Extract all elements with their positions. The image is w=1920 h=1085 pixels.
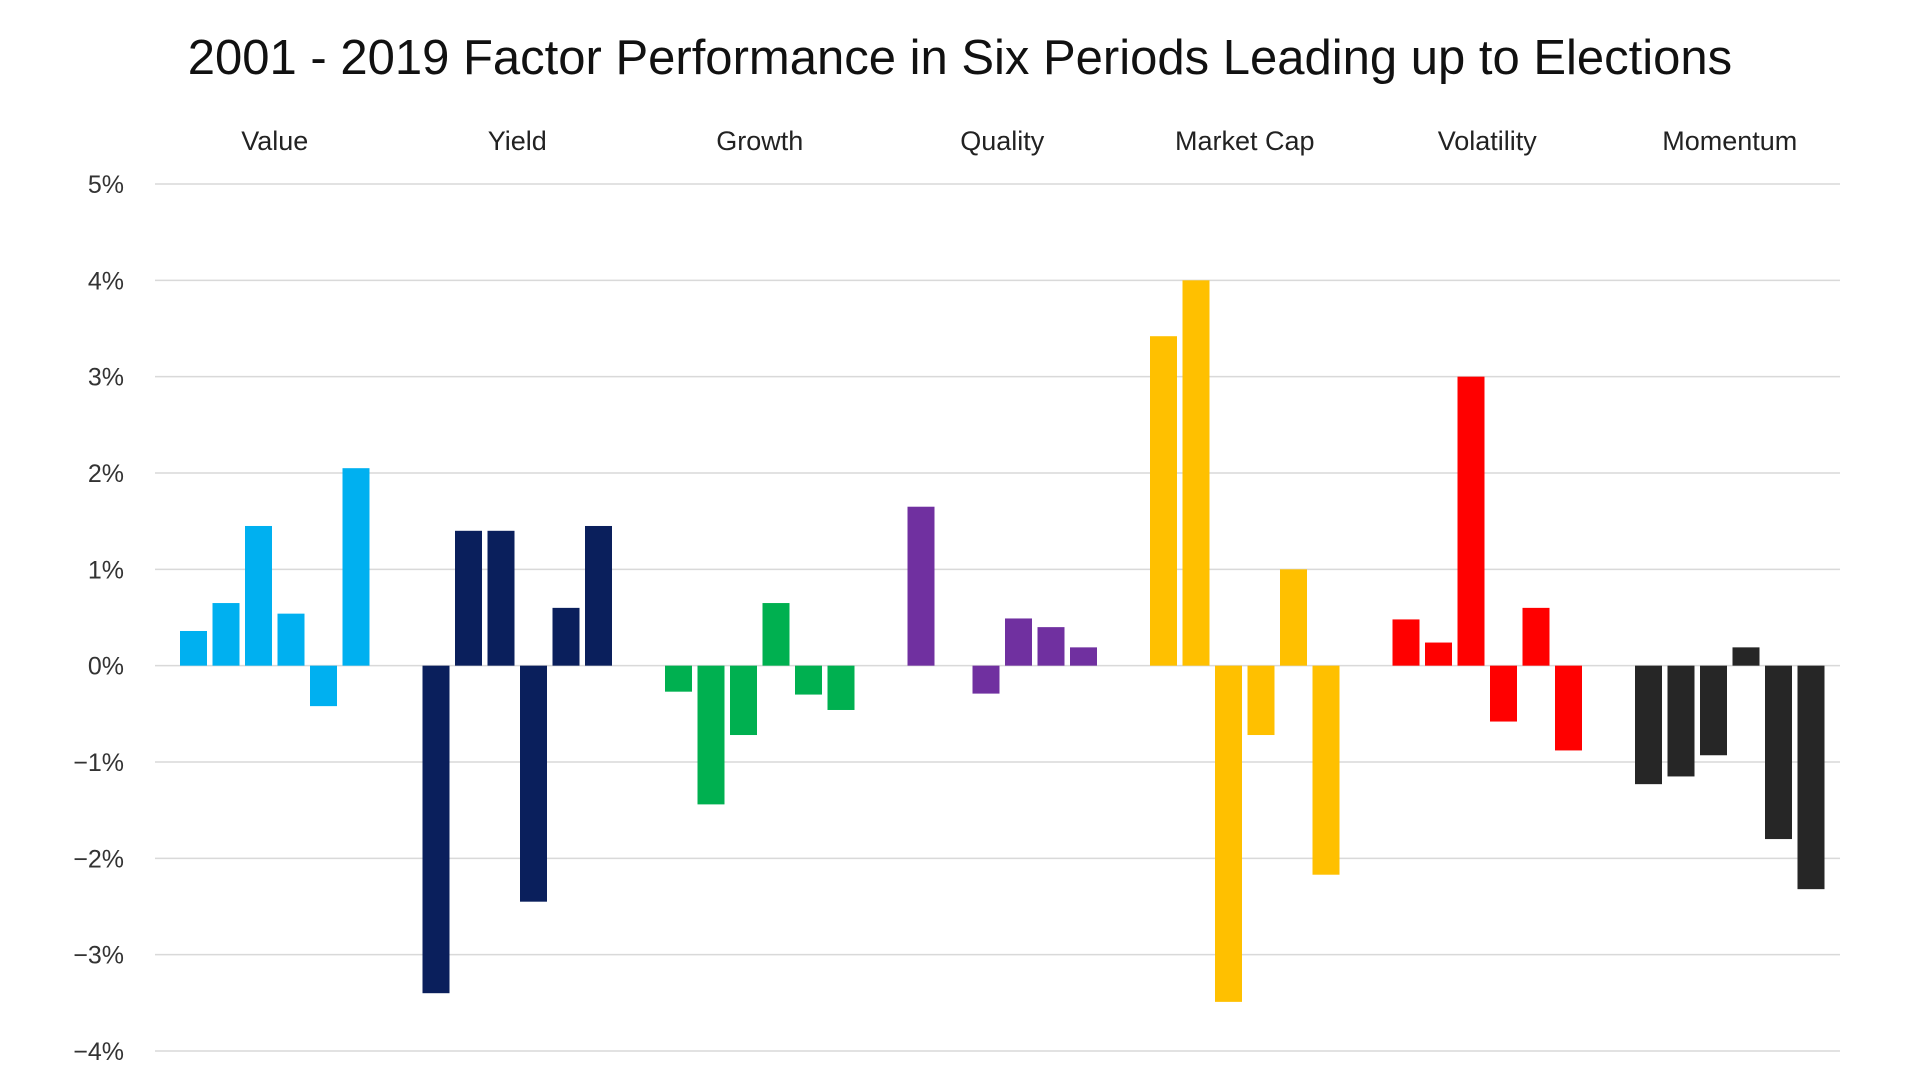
bar-yield-1 — [422, 665, 450, 994]
bar-yield-6 — [585, 525, 612, 666]
group-label: Yield — [488, 126, 547, 156]
bar-momentum-5 — [1765, 665, 1792, 840]
bar-market-cap-3 — [1215, 665, 1242, 1002]
bar-value-4 — [277, 613, 305, 666]
bar-yield-3 — [487, 530, 515, 666]
y-tick-label: 0% — [88, 653, 124, 681]
bar-momentum-1 — [1635, 665, 1662, 785]
y-tick-label: 5% — [88, 171, 124, 199]
bar-market-cap-1 — [1150, 336, 1177, 666]
bar-market-cap-2 — [1182, 280, 1210, 666]
y-tick-label: 2% — [88, 460, 124, 488]
bar-volatility-3 — [1457, 376, 1485, 666]
bar-value-2 — [212, 603, 240, 666]
bar-growth-3 — [730, 665, 757, 736]
bar-volatility-5 — [1522, 607, 1550, 666]
bar-momentum-6 — [1797, 665, 1825, 890]
bar-growth-1 — [665, 665, 692, 692]
bar-growth-4 — [762, 603, 790, 666]
bar-value-3 — [245, 525, 272, 666]
bar-volatility-4 — [1490, 665, 1517, 722]
bar-growth-5 — [795, 665, 822, 695]
y-tick-label: 1% — [88, 556, 124, 584]
group-label: Value — [241, 126, 308, 156]
group-label: Momentum — [1662, 126, 1797, 156]
y-tick-label: 4% — [88, 267, 124, 295]
bar-growth-6 — [827, 665, 855, 710]
bar-quality-6 — [1070, 647, 1097, 666]
group-label: Volatility — [1438, 126, 1538, 156]
bar-quality-5 — [1037, 627, 1065, 666]
bar-momentum-2 — [1667, 665, 1695, 777]
y-tick-label: 3% — [88, 364, 124, 392]
bar-market-cap-4 — [1247, 665, 1275, 736]
bar-yield-4 — [520, 665, 547, 902]
chart-title: 2001 - 2019 Factor Performance in Six Pe… — [187, 31, 1733, 85]
bar-value-1 — [180, 630, 207, 666]
bar-quality-3 — [972, 665, 1000, 694]
bar-quality-1 — [907, 506, 935, 666]
group-label: Market Cap — [1175, 126, 1315, 156]
group-label: Growth — [716, 126, 803, 156]
bar-momentum-3 — [1700, 665, 1727, 756]
bar-quality-4 — [1005, 618, 1032, 666]
bar-value-5 — [310, 665, 337, 707]
y-tick-label: −1% — [73, 749, 124, 777]
y-tick-label: −2% — [73, 845, 124, 873]
bar-volatility-6 — [1555, 665, 1582, 751]
y-tick-label: −3% — [73, 942, 124, 970]
bar-yield-5 — [552, 607, 580, 666]
bar-market-cap-5 — [1280, 569, 1307, 666]
group-label: Quality — [960, 126, 1045, 156]
bar-momentum-4 — [1732, 647, 1760, 666]
bar-value-6 — [342, 468, 370, 666]
bar-volatility-1 — [1392, 619, 1420, 666]
bar-growth-2 — [697, 665, 725, 805]
bar-market-cap-6 — [1312, 665, 1340, 875]
bar-volatility-2 — [1425, 642, 1452, 666]
y-tick-label: −4% — [73, 1038, 124, 1066]
bar-yield-2 — [455, 530, 482, 666]
